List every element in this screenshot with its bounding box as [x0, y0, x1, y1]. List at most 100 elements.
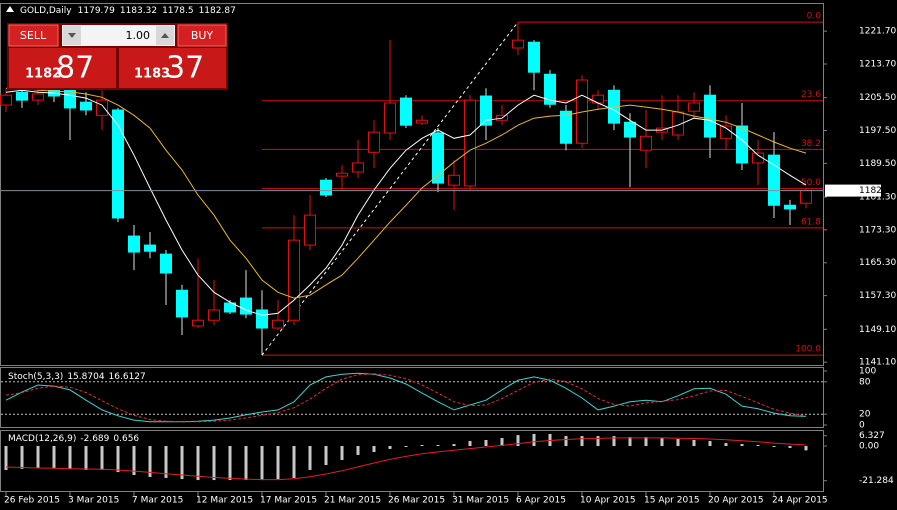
high-value: 1183.32 — [120, 6, 157, 16]
macd-bar — [196, 446, 200, 481]
candle-body — [208, 309, 220, 321]
x-tick-label: 12 Mar 2015 — [196, 496, 253, 506]
candle-body — [128, 235, 140, 253]
macd-bar — [452, 444, 456, 447]
macd-bar — [260, 446, 264, 481]
candle-body — [512, 39, 524, 49]
macd-bar — [148, 446, 152, 477]
lots-field[interactable] — [62, 25, 175, 46]
candle-body — [224, 302, 236, 313]
macd-bar — [180, 446, 184, 480]
candle-body — [64, 87, 76, 109]
candle-body — [480, 95, 492, 126]
macd-bar — [564, 436, 568, 447]
fib-level-label: 50.0 — [801, 178, 821, 188]
close-value: 1182.87 — [199, 6, 236, 16]
macd-bar — [356, 446, 360, 455]
y-tick-label: 1157.30 — [859, 291, 896, 301]
fib-level-label: 0.0 — [807, 12, 822, 22]
lots-value: 1.00 — [126, 29, 151, 42]
candle-body — [688, 102, 700, 112]
macd-bar — [244, 446, 248, 481]
candle-body — [16, 91, 28, 101]
main-panel-frame — [0, 3, 824, 366]
macd-bar — [740, 444, 744, 447]
x-tick-label: 24 Apr 2015 — [772, 496, 828, 506]
candle-body — [352, 162, 364, 173]
y-tick-label: 1221.70 — [859, 27, 896, 37]
candle-body — [640, 135, 652, 151]
y-tick-label: 1181.30 — [859, 193, 896, 203]
fib-level-label: 38.2 — [801, 139, 821, 149]
candle-body — [32, 93, 44, 101]
macd-bar — [212, 446, 216, 481]
ask-main: 1183 — [134, 67, 170, 82]
candle-body — [784, 204, 796, 210]
macd-bar — [596, 436, 600, 447]
buy-price-box[interactable] — [119, 48, 226, 88]
x-tick-label: 10 Apr 2015 — [580, 496, 636, 506]
candle-body — [736, 125, 748, 164]
y-tick-label: 0.00 — [859, 442, 879, 452]
moving-average — [6, 87, 807, 299]
x-tick-label: 21 Mar 2015 — [324, 496, 381, 506]
buy-button[interactable] — [177, 24, 227, 47]
x-tick-label: 31 Mar 2015 — [452, 496, 509, 506]
indicator-value: -2.689 — [80, 434, 109, 444]
collapse-icon[interactable] — [6, 6, 14, 12]
macd-bar — [500, 438, 504, 447]
macd-bar — [4, 446, 8, 470]
macd-bar — [292, 446, 296, 478]
sell-price-box[interactable] — [9, 48, 116, 88]
candle-body — [592, 94, 604, 104]
candle-body — [560, 110, 572, 144]
open-value: 1179.79 — [78, 6, 115, 16]
macd-bar — [644, 437, 648, 447]
macd-bar — [276, 446, 280, 480]
y-tick-label: 1197.50 — [859, 126, 896, 136]
candle-body — [336, 172, 348, 177]
sell-button[interactable] — [8, 24, 59, 47]
x-tick-label: 26 Mar 2015 — [388, 496, 445, 506]
y-tick-label: 100 — [859, 367, 876, 377]
macd-bar — [772, 446, 776, 448]
y-tick-label: 1189.50 — [859, 159, 896, 169]
y-tick-label: 1213.70 — [859, 59, 896, 69]
candle-body — [0, 94, 12, 106]
macd-bar — [708, 440, 712, 447]
plot-layer: 1221.70 1213.70 1205.50 1197.50 1189.50 1181.… — [0, 12, 896, 506]
macd-bar — [68, 446, 72, 469]
macd-bar — [804, 446, 808, 451]
candle-body — [304, 214, 316, 246]
macd-bar — [516, 435, 520, 447]
macd-bar — [660, 438, 664, 447]
indicator-name: Stoch(5,3,3) — [8, 372, 63, 382]
macd-bar — [548, 433, 552, 447]
macd-bar — [436, 445, 440, 447]
candle-body — [240, 297, 252, 315]
macd-bar — [420, 445, 424, 447]
macd-bar — [580, 436, 584, 447]
macd-bar — [724, 443, 728, 447]
y-tick-label: 20 — [859, 410, 871, 420]
x-tick-label: 7 Mar 2015 — [132, 496, 183, 506]
macd-bar — [324, 446, 328, 466]
chart-header: GOLD,Daily 1179.79 1183.32 1178.5 1182.87 — [20, 6, 236, 16]
indicator-value: 15.8704 — [67, 372, 104, 382]
macd-bar — [84, 446, 88, 470]
macd-bar — [36, 446, 40, 469]
indicator-value: 16.6127 — [109, 372, 146, 382]
stoch-panel-frame — [0, 367, 824, 428]
current-price-label: 1182.87 — [859, 186, 896, 196]
symbol: GOLD,Daily — [20, 6, 72, 16]
x-tick-label: 26 Feb 2015 — [4, 496, 60, 506]
moving-average — [5, 89, 807, 316]
macd-bar — [484, 439, 488, 447]
candle-body — [176, 289, 188, 318]
macd-bar — [164, 446, 168, 478]
candle-body — [96, 99, 108, 116]
candle-body — [320, 179, 332, 196]
macd-bar — [100, 446, 104, 470]
macd-bar — [20, 446, 24, 469]
